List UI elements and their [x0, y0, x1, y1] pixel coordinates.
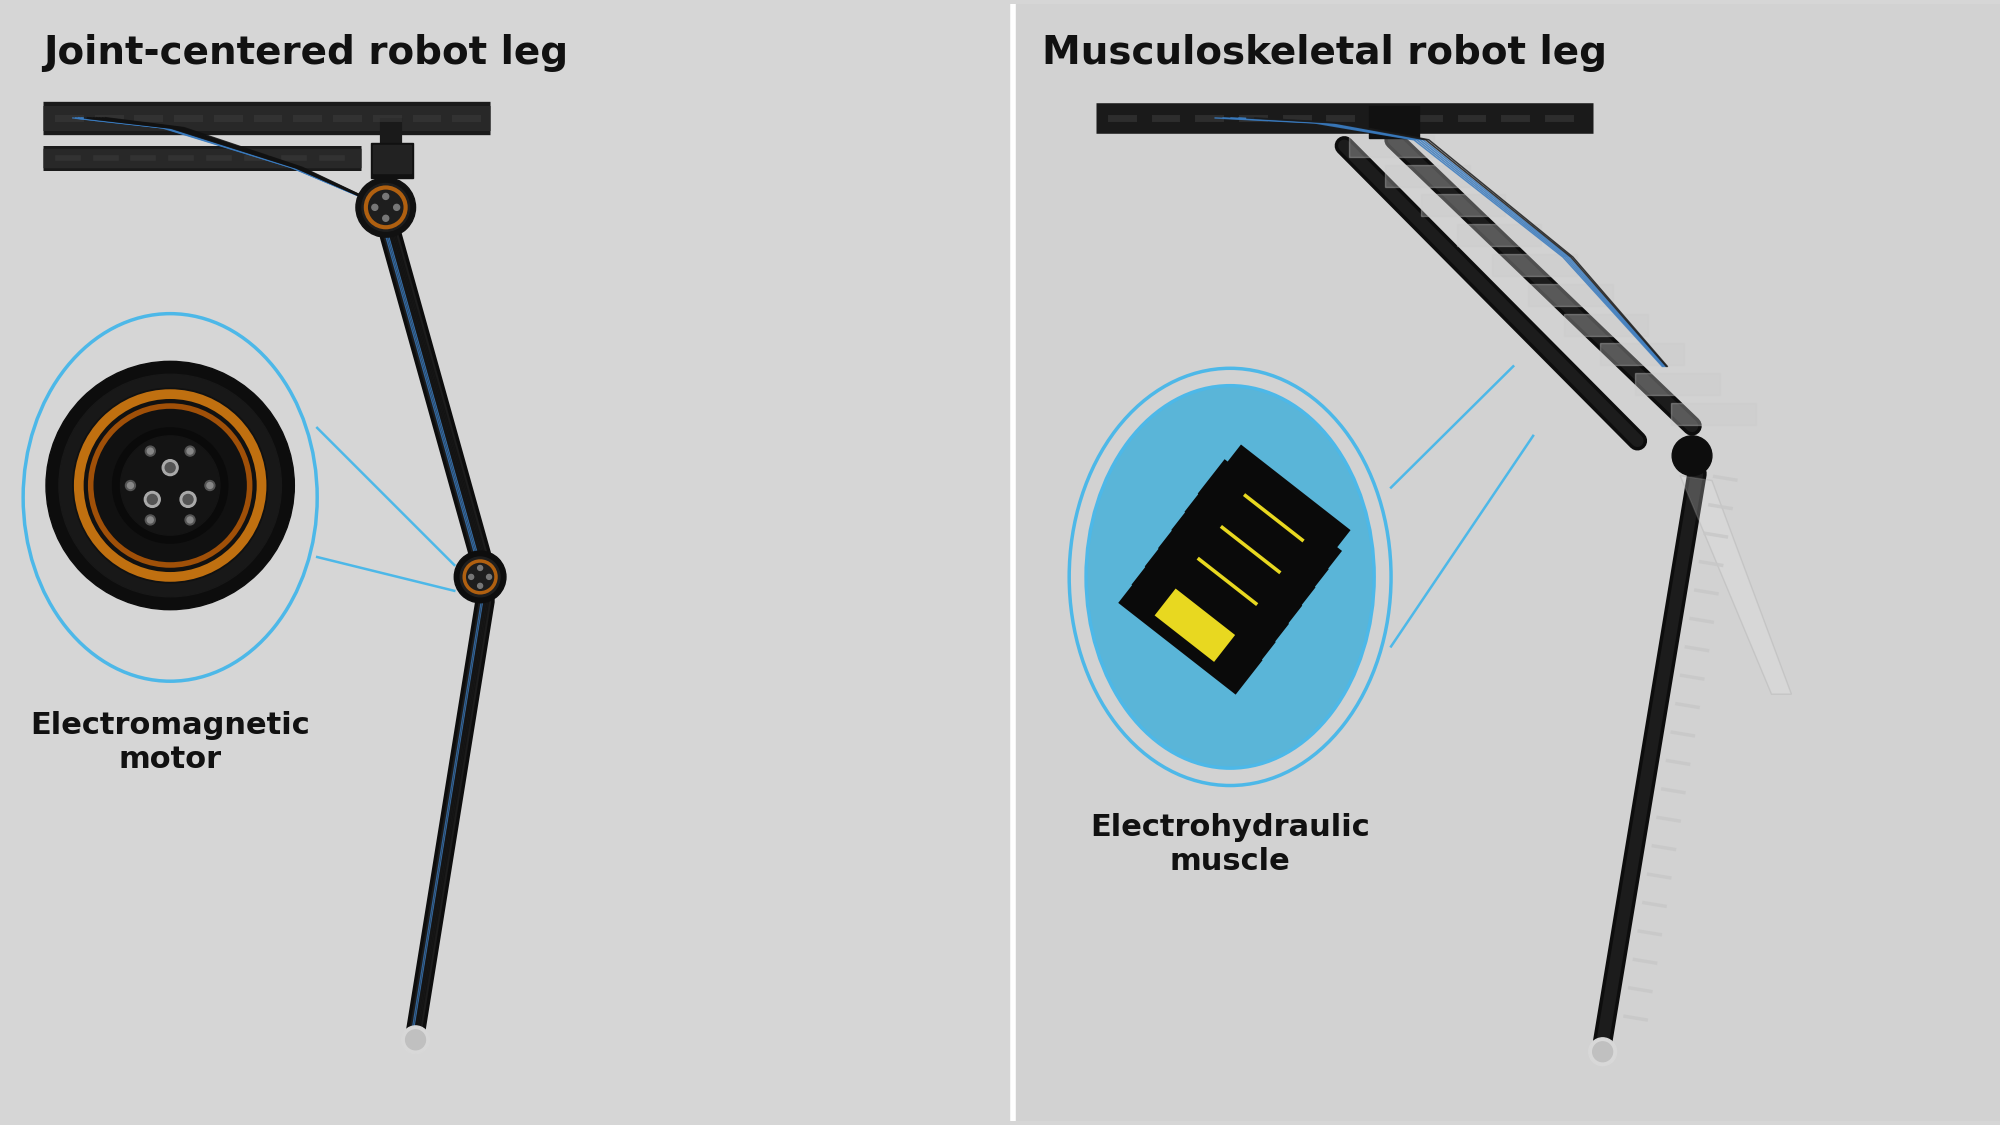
Circle shape [112, 428, 228, 543]
Circle shape [72, 388, 268, 583]
Circle shape [454, 551, 506, 603]
Circle shape [382, 215, 388, 222]
Circle shape [1588, 1038, 1616, 1065]
Ellipse shape [1086, 386, 1374, 768]
Circle shape [188, 518, 194, 523]
Bar [1492, 254, 1576, 276]
Bar [1636, 374, 1720, 395]
Polygon shape [1154, 587, 1236, 662]
Circle shape [166, 462, 176, 472]
Circle shape [362, 183, 410, 232]
Text: Musculoskeletal robot leg: Musculoskeletal robot leg [1042, 34, 1608, 72]
Circle shape [478, 566, 482, 570]
Polygon shape [1144, 532, 1290, 658]
Circle shape [146, 515, 156, 525]
Bar [1012, 3, 2000, 1122]
Circle shape [58, 375, 282, 596]
Circle shape [180, 492, 196, 507]
Circle shape [148, 518, 154, 523]
Bar [1672, 403, 1756, 425]
Circle shape [146, 447, 156, 456]
Bar [1370, 106, 1418, 138]
Circle shape [144, 492, 160, 507]
Bar [1564, 314, 1648, 335]
Bar [1600, 343, 1684, 366]
Circle shape [162, 460, 178, 476]
Bar [370, 143, 412, 178]
Circle shape [372, 205, 378, 210]
Polygon shape [1218, 444, 1350, 558]
Circle shape [204, 480, 214, 490]
Bar [1528, 284, 1612, 306]
Circle shape [468, 575, 474, 579]
Circle shape [478, 584, 482, 588]
Polygon shape [1184, 477, 1328, 604]
Bar [1350, 135, 1434, 156]
Polygon shape [1132, 550, 1276, 676]
Bar [1386, 164, 1470, 187]
Polygon shape [1224, 492, 1306, 567]
Bar [14, 3, 1012, 1122]
Circle shape [186, 515, 196, 525]
Circle shape [402, 1026, 430, 1054]
Circle shape [1592, 1042, 1612, 1062]
Circle shape [120, 435, 220, 536]
Circle shape [1672, 435, 1712, 476]
Bar [1456, 224, 1542, 246]
Circle shape [394, 205, 400, 210]
Polygon shape [1198, 459, 1342, 585]
Polygon shape [1680, 476, 1792, 694]
Circle shape [188, 448, 194, 454]
Circle shape [186, 447, 196, 456]
Bar [1420, 195, 1506, 216]
Polygon shape [1200, 523, 1282, 598]
Text: Joint-centered robot leg: Joint-centered robot leg [44, 34, 568, 72]
Polygon shape [1196, 476, 1328, 591]
Polygon shape [1150, 540, 1282, 654]
Circle shape [382, 193, 388, 199]
Circle shape [356, 178, 416, 237]
Circle shape [486, 575, 492, 579]
Polygon shape [1172, 508, 1304, 622]
Circle shape [46, 361, 294, 610]
Circle shape [148, 448, 154, 454]
Polygon shape [1118, 568, 1262, 694]
Circle shape [206, 483, 212, 488]
Circle shape [148, 495, 158, 504]
Polygon shape [1158, 514, 1302, 640]
Circle shape [460, 557, 500, 596]
Text: Electromagnetic
motor: Electromagnetic motor [30, 711, 310, 774]
Circle shape [126, 480, 136, 490]
Circle shape [406, 1029, 426, 1050]
Text: Electrohydraulic
muscle: Electrohydraulic muscle [1090, 813, 1370, 876]
Circle shape [184, 495, 194, 504]
Circle shape [128, 483, 134, 488]
Polygon shape [1172, 496, 1316, 622]
Polygon shape [1178, 556, 1260, 630]
Bar [372, 145, 410, 172]
